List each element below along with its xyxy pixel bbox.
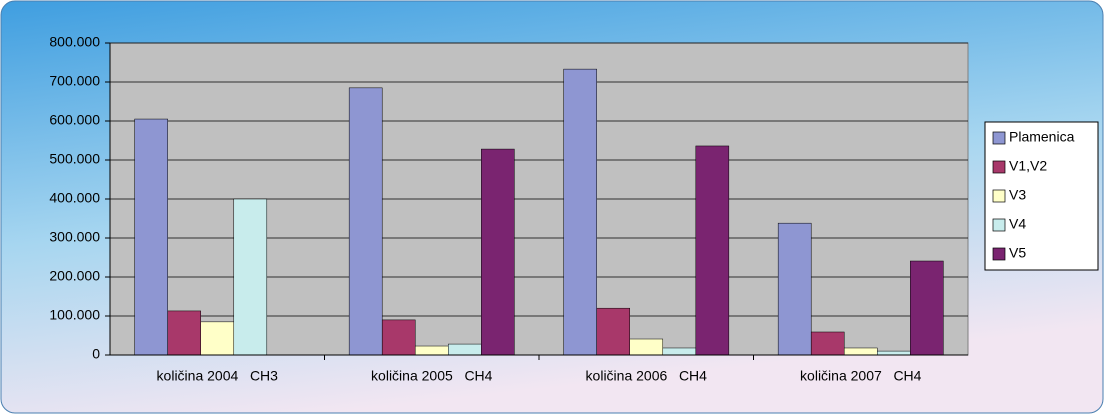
x-tick-label: količina 2005 CH4 [371, 368, 493, 384]
legend-swatch [992, 131, 1006, 145]
x-tick-label: količina 2006 CH4 [586, 368, 708, 384]
y-tick-label: 600.000 [49, 112, 100, 128]
bar [563, 68, 597, 356]
y-tick-label: 200.000 [49, 268, 100, 284]
bar [448, 343, 482, 356]
legend-label: V3 [1009, 187, 1026, 203]
bar [200, 321, 235, 356]
bar [348, 87, 383, 356]
y-tick-label: 800.000 [49, 34, 100, 50]
bar [662, 347, 697, 356]
bar [167, 310, 201, 356]
y-tick-label: 0 [92, 346, 100, 362]
legend-swatch [992, 160, 1006, 174]
legend-label: V1,V2 [1009, 158, 1047, 174]
legend-label: V4 [1009, 216, 1026, 232]
bar [233, 198, 268, 356]
bar [481, 148, 515, 356]
legend-swatch [992, 247, 1006, 261]
x-tick-label: količina 2004 CH3 [157, 368, 279, 384]
y-tick-label: 400.000 [49, 190, 100, 206]
bar [134, 118, 168, 356]
legend-swatch [992, 218, 1006, 232]
x-tick-label: količina 2007 CH4 [800, 368, 922, 384]
bar [381, 319, 416, 356]
legend-swatch [992, 189, 1006, 203]
y-tick-label: 100.000 [49, 307, 100, 323]
bar [695, 145, 730, 356]
bar [843, 347, 878, 356]
legend-label: Plamenica [1009, 129, 1075, 145]
bar [877, 350, 911, 356]
y-tick-label: 500.000 [49, 151, 100, 167]
y-tick-label: 300.000 [49, 229, 100, 245]
bar [910, 260, 944, 356]
legend-label: V5 [1009, 245, 1026, 261]
bar [596, 307, 630, 356]
bar [629, 338, 664, 356]
bar [777, 222, 812, 356]
bar [810, 331, 845, 356]
y-tick-label: 700.000 [49, 73, 100, 89]
bar [414, 345, 449, 356]
